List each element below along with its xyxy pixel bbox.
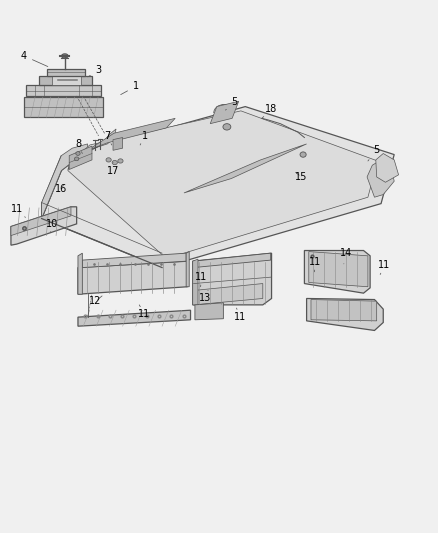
Text: 5: 5 <box>368 146 380 161</box>
Ellipse shape <box>106 158 111 162</box>
Polygon shape <box>193 253 272 305</box>
Polygon shape <box>11 207 77 245</box>
Polygon shape <box>39 76 92 85</box>
Polygon shape <box>68 129 116 169</box>
Polygon shape <box>194 284 263 305</box>
Text: 17: 17 <box>107 163 119 175</box>
Text: 11: 11 <box>309 257 321 272</box>
Text: 14: 14 <box>340 248 352 264</box>
Text: 8: 8 <box>75 139 82 154</box>
Polygon shape <box>78 261 187 294</box>
Polygon shape <box>82 253 186 268</box>
Ellipse shape <box>223 124 231 130</box>
Ellipse shape <box>112 160 117 165</box>
Polygon shape <box>69 146 92 169</box>
Polygon shape <box>184 144 307 193</box>
Ellipse shape <box>300 152 306 157</box>
Polygon shape <box>47 69 85 76</box>
Text: 11: 11 <box>138 305 151 319</box>
Text: 11: 11 <box>195 272 208 287</box>
Text: 5: 5 <box>226 98 237 110</box>
Polygon shape <box>195 303 223 320</box>
Polygon shape <box>68 111 378 259</box>
Text: 11: 11 <box>378 261 391 274</box>
Polygon shape <box>42 107 394 268</box>
Polygon shape <box>42 144 88 219</box>
Polygon shape <box>42 156 61 219</box>
Ellipse shape <box>61 54 68 58</box>
Text: 3: 3 <box>88 66 102 77</box>
Polygon shape <box>367 160 394 197</box>
Polygon shape <box>311 300 377 321</box>
Polygon shape <box>52 76 81 85</box>
Text: 10: 10 <box>46 219 58 232</box>
Polygon shape <box>376 154 399 182</box>
Text: 18: 18 <box>262 104 278 118</box>
Polygon shape <box>309 252 368 287</box>
Polygon shape <box>11 207 71 236</box>
Polygon shape <box>26 85 101 96</box>
Polygon shape <box>24 97 103 117</box>
Text: 16: 16 <box>55 184 67 194</box>
Ellipse shape <box>76 152 80 156</box>
Polygon shape <box>186 252 189 287</box>
Text: 13: 13 <box>199 290 211 303</box>
Ellipse shape <box>118 159 123 163</box>
Ellipse shape <box>74 157 79 161</box>
Text: 1: 1 <box>140 131 148 145</box>
Text: 4: 4 <box>21 51 48 67</box>
Text: 15: 15 <box>295 172 307 182</box>
Polygon shape <box>88 118 175 150</box>
Text: 11: 11 <box>11 204 25 217</box>
Text: 7: 7 <box>104 131 112 145</box>
Polygon shape <box>193 259 198 305</box>
Text: 11: 11 <box>234 308 246 322</box>
Polygon shape <box>78 253 82 294</box>
Polygon shape <box>307 298 383 330</box>
Text: 1: 1 <box>121 82 139 94</box>
Text: 12: 12 <box>89 296 102 306</box>
Polygon shape <box>304 251 370 293</box>
Polygon shape <box>210 101 239 124</box>
Polygon shape <box>194 253 271 268</box>
Polygon shape <box>113 138 123 150</box>
Polygon shape <box>78 310 191 326</box>
